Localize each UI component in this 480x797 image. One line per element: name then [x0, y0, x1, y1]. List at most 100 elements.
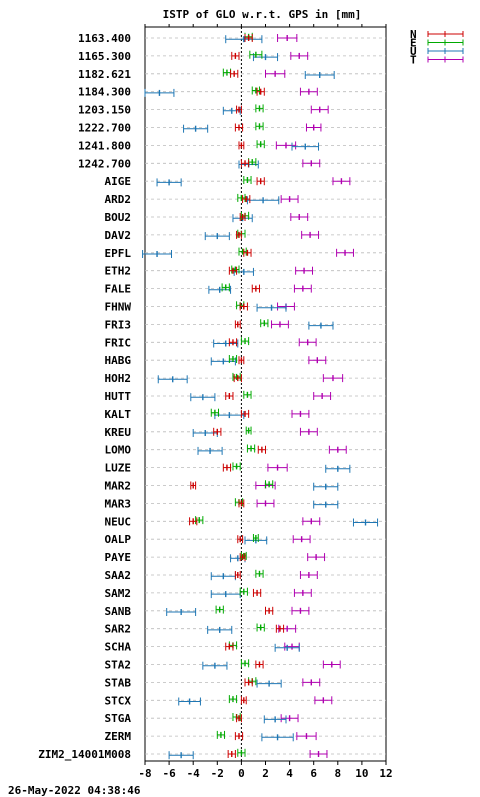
errorbar-N — [265, 606, 274, 615]
errorbar-E — [255, 122, 264, 131]
errorbar-E — [256, 140, 265, 149]
station-label: STAB — [105, 676, 132, 689]
errorbar-E — [228, 695, 238, 704]
errorbar-T — [292, 535, 311, 544]
station-label: OALP — [105, 533, 132, 546]
errorbar-N — [230, 69, 239, 78]
errorbar-T — [265, 69, 286, 78]
errorbar-N — [231, 51, 240, 60]
errorbar-N — [227, 750, 236, 758]
errorbar-N — [242, 195, 251, 204]
errorbar-N — [255, 660, 264, 669]
errorbar-U — [256, 303, 287, 312]
x-tick-label: 10 — [355, 767, 368, 780]
errorbar-N — [239, 213, 246, 221]
errorbar-U — [225, 35, 263, 44]
station-label: DAV2 — [105, 229, 132, 242]
errorbar-T — [322, 660, 341, 669]
errorbar-E — [240, 337, 250, 346]
errorbar-T — [313, 392, 332, 400]
errorbar-T — [336, 248, 354, 257]
errorbar-U — [197, 446, 223, 455]
errorbar-T — [293, 284, 312, 293]
errorbar-E — [228, 355, 238, 363]
errorbar-T — [291, 409, 310, 418]
errorbar-E — [265, 480, 274, 489]
errorbar-T — [332, 177, 351, 186]
x-tick-label: 0 — [238, 767, 245, 780]
errorbar-N — [244, 34, 253, 42]
x-tick-label: 4 — [286, 767, 293, 780]
errorbar-N — [240, 159, 250, 168]
station-label: ARD2 — [105, 193, 132, 206]
errorbar-U — [166, 608, 197, 616]
errorbar-E — [260, 319, 269, 328]
errorbar-N — [243, 248, 252, 257]
errorbar-T — [290, 213, 309, 221]
plot-area: -8 -6 -4 -2 0 2 4 6 8 10 12 1163.400 1165.300 1182.62… — [38, 24, 393, 780]
errorbar-E — [251, 86, 260, 95]
errorbar-N — [238, 141, 245, 150]
errorbar-U — [304, 71, 335, 79]
errorbar-N — [189, 517, 198, 526]
errorbar-T — [328, 445, 347, 454]
errorbar-T — [295, 266, 313, 275]
x-tick-label: 2 — [262, 767, 269, 780]
errorbar-N — [234, 732, 244, 741]
errorbar-N — [225, 392, 234, 400]
errorbar-T — [307, 553, 326, 562]
station-label: NEUC — [105, 515, 132, 528]
errorbar-N — [213, 427, 222, 436]
errorbar-U — [308, 321, 334, 330]
errorbar-U — [291, 142, 320, 151]
station-label: 1242.700 — [78, 157, 131, 170]
errorbar-T — [298, 338, 317, 347]
errorbar-N — [251, 284, 260, 293]
errorbar-T — [277, 34, 298, 42]
errorbar-T — [280, 714, 299, 723]
station-label: AIGE — [105, 175, 132, 188]
errorbar-E — [243, 390, 252, 399]
station-label: STCX — [105, 694, 132, 707]
errorbar-U — [190, 393, 216, 402]
errorbar-U — [313, 482, 339, 491]
x-tick-label: 8 — [334, 767, 341, 780]
errorbar-U — [178, 697, 201, 706]
errorbar-U — [325, 464, 351, 473]
errorbar-U — [210, 590, 241, 599]
x-tick-label: 12 — [379, 767, 392, 780]
station-label: SANB — [105, 605, 132, 618]
errorbar-N — [238, 499, 245, 508]
station-label: FRIC — [105, 336, 132, 349]
errorbar-U — [246, 196, 280, 205]
station-label: ZERM — [105, 730, 132, 743]
errorbar-E — [210, 408, 220, 417]
errorbar-U — [156, 178, 182, 187]
errorbar-E — [240, 659, 250, 668]
station-label: SAA2 — [105, 569, 132, 582]
station-label: FHNW — [105, 301, 132, 314]
errorbar-E — [215, 605, 224, 614]
station-label: MAR3 — [105, 497, 132, 510]
errorbar-N — [239, 302, 248, 311]
errorbar-T — [299, 571, 318, 579]
errorbar-N — [275, 624, 285, 633]
errorbar-E — [256, 623, 265, 632]
errorbar-T — [290, 51, 309, 60]
x-tick-label: -6 — [162, 767, 176, 780]
errorbar-E — [245, 426, 252, 435]
station-label: LUZE — [105, 462, 132, 475]
errorbar-U — [274, 643, 300, 652]
errorbar-U — [263, 715, 287, 724]
errorbar-E — [239, 587, 248, 596]
errorbar-T — [299, 427, 318, 436]
errorbar-N — [239, 553, 246, 562]
errorbar-N — [228, 338, 238, 347]
errorbar-U — [157, 375, 188, 384]
errorbar-E — [243, 176, 252, 184]
errorbar-T — [314, 696, 333, 705]
errorbar-U — [222, 106, 241, 115]
errorbar-N — [234, 123, 244, 132]
